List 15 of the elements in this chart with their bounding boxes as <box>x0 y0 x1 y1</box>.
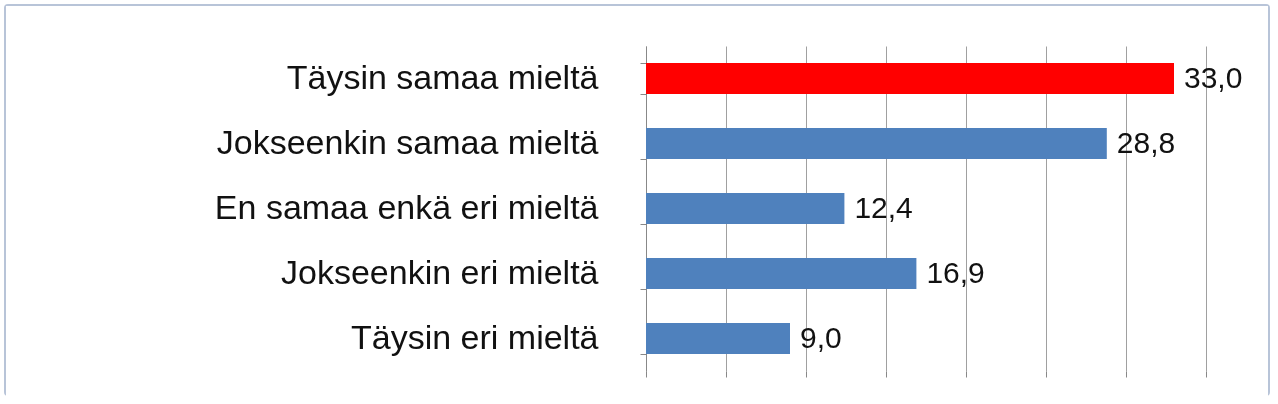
data-label: 12,4 <box>854 190 913 224</box>
bar <box>646 322 790 355</box>
bar <box>646 62 1174 95</box>
bar <box>646 192 845 225</box>
y-tick-label: Jokseenkin eri mieltä <box>281 253 599 291</box>
y-tick-label: Täysin samaa mieltä <box>286 58 599 96</box>
bar <box>646 127 1107 160</box>
data-label: 28,8 <box>1116 125 1176 159</box>
y-tick-label: En samaa enkä eri mieltä <box>214 188 599 226</box>
data-label: 33,0 <box>1184 60 1243 94</box>
data-label: 9,0 <box>800 320 842 354</box>
bar <box>646 257 917 290</box>
data-label: 16,9 <box>926 255 985 289</box>
y-tick-label: Täysin eri mieltä <box>350 318 599 356</box>
y-tick-label: Jokseenkin samaa mieltä <box>216 123 599 161</box>
